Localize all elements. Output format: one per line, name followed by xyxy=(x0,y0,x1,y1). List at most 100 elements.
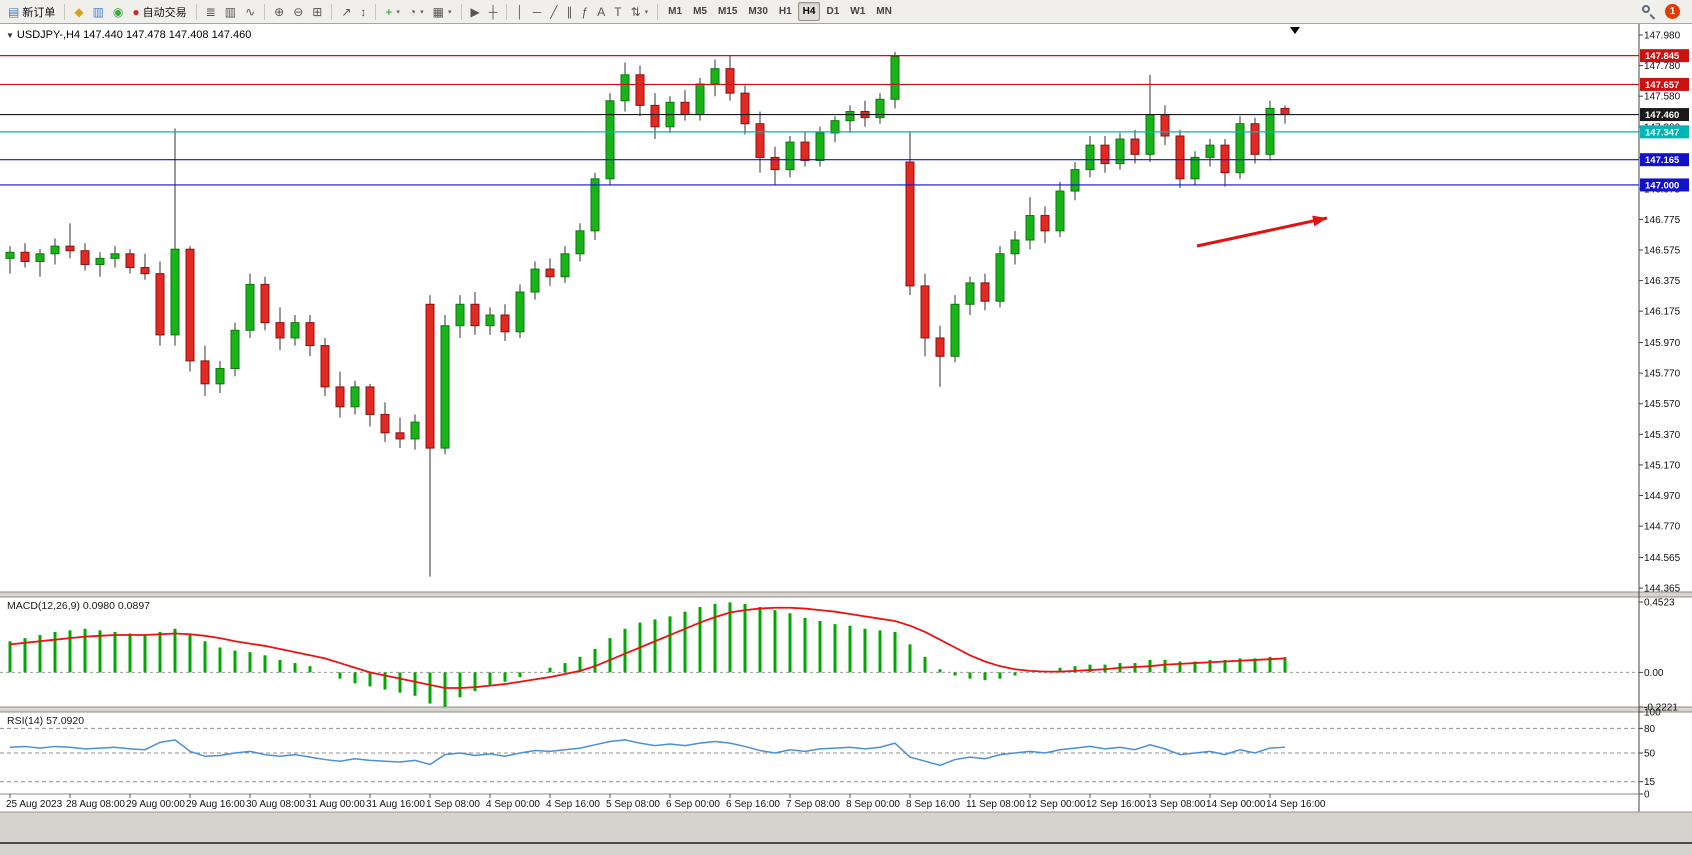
timeframe-h1-button[interactable]: H1 xyxy=(778,6,792,17)
cursor-icon: ▶ xyxy=(470,4,480,19)
svg-text:146.375: 146.375 xyxy=(1644,276,1681,287)
toolbar-separator xyxy=(264,3,266,20)
bar-chart-icon: ≣ xyxy=(205,4,216,19)
toolbar-right: 1 xyxy=(1641,4,1688,19)
template-button[interactable]: ▦ ▾ xyxy=(429,2,456,22)
svg-text:147.780: 147.780 xyxy=(1644,61,1681,72)
collapse-triangle-icon[interactable]: ▼ xyxy=(6,31,14,40)
svg-text:6 Sep 16:00: 6 Sep 16:00 xyxy=(726,799,780,810)
svg-text:15: 15 xyxy=(1644,777,1656,788)
svg-text:4 Sep 16:00: 4 Sep 16:00 xyxy=(546,799,600,810)
svg-text:31 Aug 16:00: 31 Aug 16:00 xyxy=(366,799,425,810)
label-button[interactable]: T xyxy=(610,2,625,22)
dropdown-caret-icon: ▾ xyxy=(420,8,424,16)
toolbar-separator xyxy=(460,3,462,20)
crosshair-icon: ┼ xyxy=(488,4,498,19)
svg-text:29 Aug 00:00: 29 Aug 00:00 xyxy=(126,799,185,810)
chart-window[interactable]: 147.980147.780147.580147.380147.180146.9… xyxy=(0,24,1692,855)
zoom-in-icon: ⊕ xyxy=(274,4,285,19)
bar-chart-button[interactable]: ≣ xyxy=(202,2,220,22)
svg-text:50: 50 xyxy=(1644,749,1656,760)
arrow-objects-button[interactable]: ⇅ ▾ xyxy=(627,2,653,22)
auto-scale-button[interactable]: ↕ xyxy=(356,2,370,22)
text-icon: A xyxy=(597,4,606,19)
svg-text:4 Sep 00:00: 4 Sep 00:00 xyxy=(486,799,540,810)
trendline-icon: ╱ xyxy=(550,4,558,19)
pane-separator[interactable] xyxy=(0,592,1692,597)
trendline-button[interactable]: ╱ xyxy=(546,2,561,22)
candlestick-chart-button[interactable]: ▥ xyxy=(221,2,240,22)
svg-text:147.460: 147.460 xyxy=(1645,110,1679,121)
scroll-marker-icon[interactable] xyxy=(1290,27,1300,34)
pane-separator[interactable] xyxy=(0,707,1692,712)
horizontal-line-button[interactable]: ─ xyxy=(529,2,546,22)
svg-text:145.770: 145.770 xyxy=(1644,369,1681,380)
dropdown-caret-icon: ▾ xyxy=(396,8,400,16)
periods-button[interactable]: ◔ ▾ xyxy=(405,2,428,22)
zoom-in-button[interactable]: ⊕ xyxy=(270,2,288,22)
svg-text:146.775: 146.775 xyxy=(1644,215,1681,226)
community-button[interactable]: ◉ xyxy=(109,2,127,22)
svg-text:0.00: 0.00 xyxy=(1644,668,1664,679)
toolbar-separator xyxy=(506,3,508,20)
svg-text:147.845: 147.845 xyxy=(1645,51,1680,62)
timeframe-m15-button[interactable]: M15 xyxy=(717,6,738,17)
toolbar-separator xyxy=(331,3,333,20)
timeframe-m1-button[interactable]: M1 xyxy=(668,6,683,17)
charts-wizard-button[interactable]: ◆ xyxy=(70,2,87,22)
price-axis[interactable] xyxy=(1639,24,1692,812)
svg-text:5 Sep 08:00: 5 Sep 08:00 xyxy=(606,799,660,810)
line-chart-button[interactable]: ∿ xyxy=(241,2,259,22)
svg-text:14 Sep 00:00: 14 Sep 00:00 xyxy=(1206,799,1266,810)
add-indicator-button[interactable]: + ▾ xyxy=(381,2,404,22)
svg-text:80: 80 xyxy=(1644,724,1656,735)
timeframe-m5-button[interactable]: M5 xyxy=(693,6,707,17)
svg-text:8 Sep 00:00: 8 Sep 00:00 xyxy=(846,799,900,810)
crosshair-button[interactable]: ┼ xyxy=(485,2,502,22)
search-icon[interactable] xyxy=(1641,4,1656,19)
cursor-button[interactable]: ▶ xyxy=(467,2,484,22)
time-axis-labels: 25 Aug 2023 28 Aug 08:00 29 Aug 00:00 29 Au… xyxy=(6,794,1326,810)
svg-text:7 Sep 08:00: 7 Sep 08:00 xyxy=(786,799,840,810)
trend-arrow[interactable] xyxy=(1196,216,1328,248)
vertical-line-button[interactable]: │ xyxy=(512,2,528,22)
equidistant-channel-button[interactable]: ∥ xyxy=(563,2,577,22)
dropdown-caret-icon: ▾ xyxy=(448,8,452,16)
svg-text:100: 100 xyxy=(1644,708,1661,719)
template-icon: ▦ xyxy=(432,4,445,19)
toolbar-separator xyxy=(64,3,66,20)
macd-signal-line xyxy=(9,606,1286,689)
zoom-out-button[interactable]: ⊖ xyxy=(289,2,307,22)
profiles-icon: ▥ xyxy=(92,4,104,19)
profiles-button[interactable]: ▥ xyxy=(89,2,108,22)
svg-text:147.165: 147.165 xyxy=(1645,155,1680,166)
svg-text:147.000: 147.000 xyxy=(1645,180,1679,191)
new-order-button[interactable]: ▤ 新订单 xyxy=(4,2,59,22)
trend-arrow-head-icon xyxy=(1312,215,1327,227)
svg-text:25 Aug 2023: 25 Aug 2023 xyxy=(6,799,63,810)
svg-text:144.565: 144.565 xyxy=(1644,553,1681,564)
fibonacci-button[interactable]: ƒ xyxy=(578,2,593,22)
timeframe-h4-button[interactable]: H4 xyxy=(797,2,821,21)
timeframe-mn-button[interactable]: MN xyxy=(876,6,892,17)
zoom-out-icon: ⊖ xyxy=(293,4,304,19)
tile-windows-icon: ⊞ xyxy=(312,4,323,19)
rsi-label: RSI(14) 57.0920 xyxy=(7,715,85,727)
auto-trading-button[interactable]: ● 自动交易 xyxy=(128,2,190,22)
time-axis[interactable] xyxy=(0,794,1639,812)
toolbar-separator xyxy=(375,3,377,20)
indicator-window-button[interactable]: ↗ xyxy=(337,2,355,22)
timeframe-w1-button[interactable]: W1 xyxy=(850,6,866,17)
timeframe-d1-button[interactable]: D1 xyxy=(826,6,840,17)
svg-text:144.365: 144.365 xyxy=(1644,584,1681,595)
chart-canvas[interactable]: 147.980147.780147.580147.380147.180146.9… xyxy=(0,24,1692,855)
text-button[interactable]: A xyxy=(593,2,609,22)
svg-text:145.970: 145.970 xyxy=(1644,338,1681,349)
svg-text:11 Sep 08:00: 11 Sep 08:00 xyxy=(966,799,1025,810)
tile-windows-button[interactable]: ⊞ xyxy=(308,2,326,22)
auto-scale-icon: ↕ xyxy=(360,4,367,19)
periods-icon: ◔ xyxy=(408,4,417,19)
timeframe-m30-button[interactable]: M30 xyxy=(748,6,768,17)
notification-badge[interactable]: 1 xyxy=(1665,4,1680,19)
rsi-line xyxy=(9,739,1286,767)
